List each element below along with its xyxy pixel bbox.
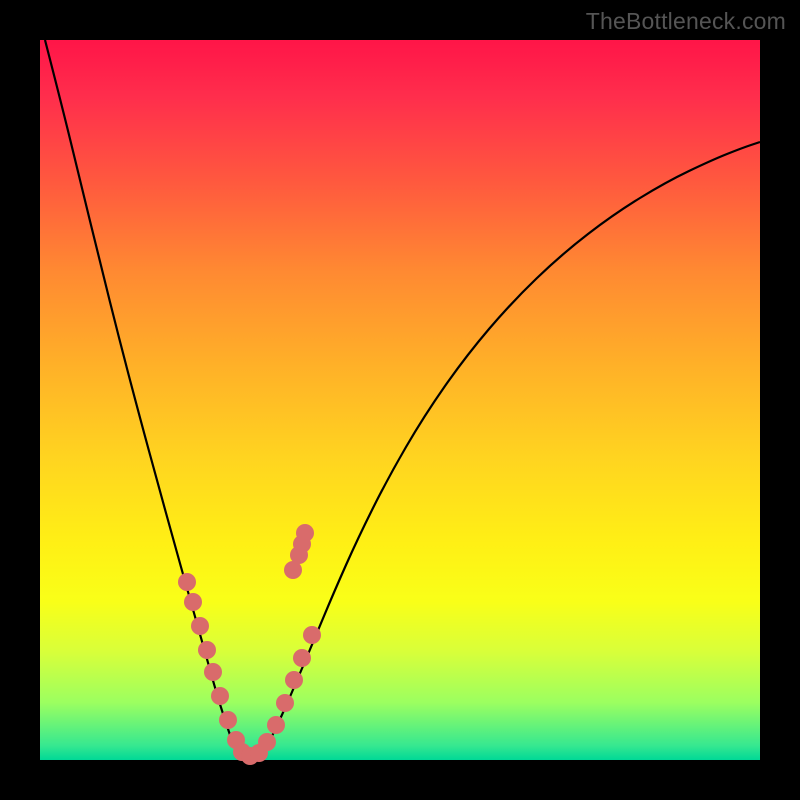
data-point bbox=[184, 593, 202, 611]
data-point bbox=[204, 663, 222, 681]
curves-svg bbox=[40, 40, 760, 760]
watermark-text: TheBottleneck.com bbox=[586, 8, 786, 35]
data-point bbox=[191, 617, 209, 635]
data-point bbox=[258, 733, 276, 751]
data-point bbox=[211, 687, 229, 705]
chart-plot-area bbox=[40, 40, 760, 760]
data-point bbox=[285, 671, 303, 689]
data-point bbox=[303, 626, 321, 644]
bottleneck-curve-right bbox=[258, 142, 760, 758]
data-point bbox=[267, 716, 285, 734]
data-point bbox=[198, 641, 216, 659]
data-point bbox=[296, 524, 314, 542]
data-point bbox=[293, 649, 311, 667]
data-point bbox=[178, 573, 196, 591]
data-point bbox=[219, 711, 237, 729]
data-point bbox=[276, 694, 294, 712]
